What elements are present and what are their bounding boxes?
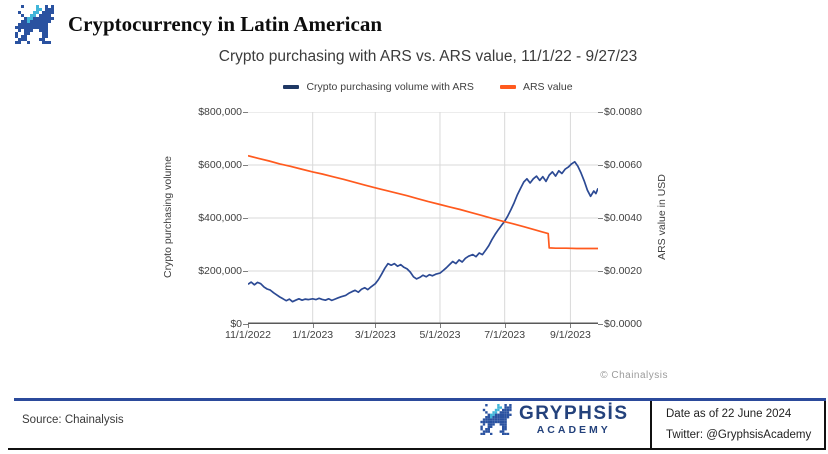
tick-mark [312,324,314,328]
legend-label: ARS value [522,81,573,93]
y-tick-label-right: $0.0060 [604,159,642,171]
source-note: Source: Chainalysis [22,414,124,426]
brand-subtitle: ACADEMY [536,424,611,436]
y-tick-label-left: $0 [230,318,242,330]
legend-swatch-blue [283,85,300,89]
tick-mark [598,271,603,272]
gryphsis-dragon-icon [480,404,512,435]
tick-mark [243,324,248,325]
legend-item-crypto-volume: Crypto purchasing volume with ARS [283,81,474,93]
tick-mark [598,218,603,219]
tick-mark [504,324,506,328]
bottom-border [8,448,826,450]
y-tick-label-right: $0.0040 [604,212,642,224]
tick-mark [570,324,572,328]
gryphsis-dragon-icon [15,5,54,44]
legend-item-ars-value: ARS value [499,81,573,93]
chart-title: Crypto purchasing with ARS vs. ARS value… [218,48,638,65]
y-tick-label-left: $200,000 [198,265,242,277]
legend-label: Crypto purchasing volume with ARS [306,81,474,93]
y-tick-label-left: $400,000 [198,212,242,224]
x-tick-label: 5/1/2023 [419,329,461,341]
tick-mark [243,112,248,113]
y-tick-label-right: $0.0020 [604,265,642,277]
x-tick-label: 1/1/2023 [292,329,334,341]
chart-legend: Crypto purchasing volume with ARS ARS va… [148,81,708,93]
series-line-ars-value [248,154,598,250]
legend-swatch-orange [499,85,516,89]
x-tick-label: 7/1/2023 [484,329,526,341]
y-tick-label-left: $600,000 [198,159,242,171]
y-tick-label-right: $0.0080 [604,106,642,118]
footer-divider [14,398,826,401]
twitter-handle: Twitter: @GryphsisAcademy [666,429,812,441]
watermark: © Chainalysis [600,370,668,381]
tick-mark [243,218,248,219]
series-line-crypto-volume [248,160,598,303]
x-tick-label: 9/1/2023 [549,329,591,341]
info-box: Date as of 22 June 2024 Twitter: @Gryphs… [650,401,826,448]
tick-mark [439,324,441,328]
tick-mark [243,165,248,166]
tick-mark [598,165,603,166]
footer-brand: GRYPHSİS ACADEMY [478,404,629,437]
tick-mark [598,324,603,325]
brand-name: GRYPHSİS [519,403,629,424]
y-tick-label-right: $0.0000 [604,318,642,330]
brand-text: GRYPHSİS ACADEMY [519,404,629,437]
plot-svg [248,112,598,324]
page-title: Cryptocurrency in Latin American [68,12,382,36]
date-note: Date as of 22 June 2024 [666,408,792,420]
x-tick-label: 3/1/2023 [354,329,396,341]
tick-mark [598,112,603,113]
tick-mark [248,324,249,328]
x-tick-label: 11/1/2022 [225,329,271,341]
tick-mark [375,324,377,328]
y-tick-label-left: $800,000 [198,106,242,118]
tick-mark [243,271,248,272]
